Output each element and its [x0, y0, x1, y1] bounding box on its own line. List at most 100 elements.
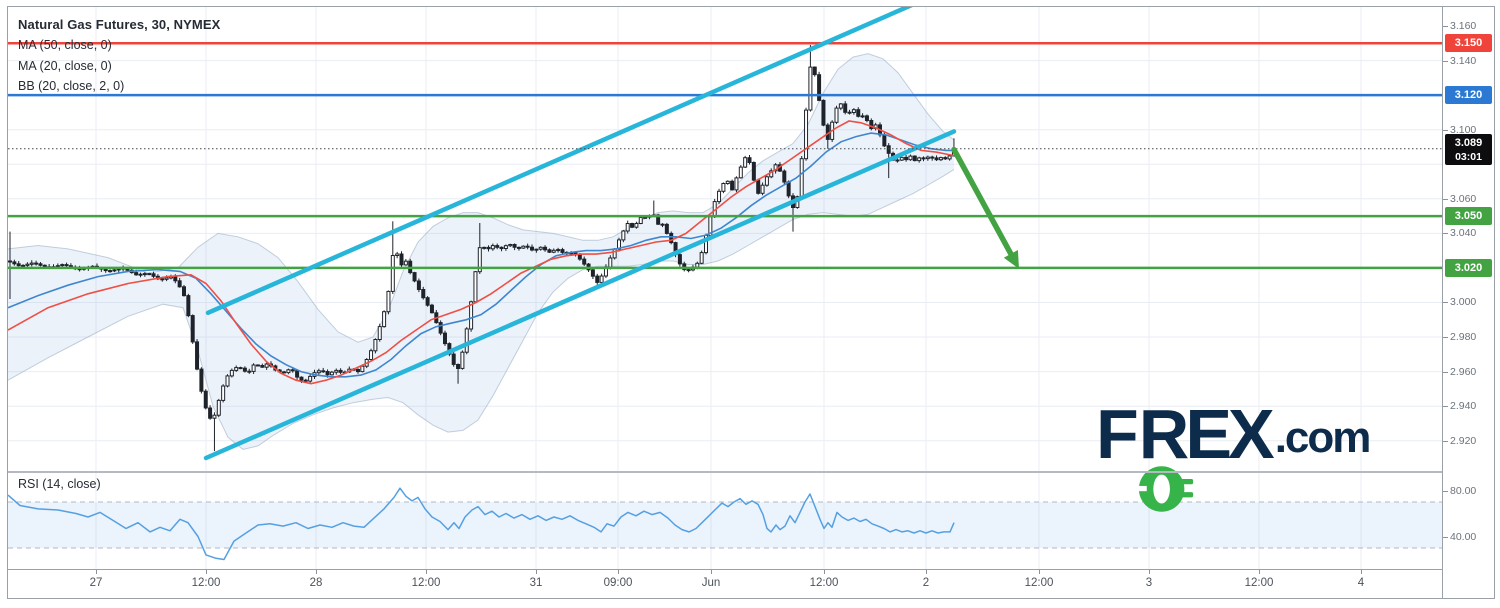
candle-up [360, 365, 365, 373]
candle-up [925, 156, 930, 160]
candle-up [216, 399, 221, 416]
candle-up [612, 248, 617, 259]
candle-up [838, 103, 843, 109]
candle-down [595, 275, 600, 283]
indicator-bb-label[interactable]: BB (20, close, 2, 0) [18, 79, 125, 93]
candle-down [486, 246, 491, 250]
candle-down [208, 407, 213, 419]
price-tick [1443, 372, 1448, 373]
logo-text-com: .com [1274, 413, 1372, 462]
rsi-pane[interactable] [8, 473, 1442, 569]
bar-countdown: 03:01 [1455, 151, 1482, 163]
price-axis-label: 2.920 [1450, 435, 1477, 447]
indicator-ma50-label[interactable]: MA (50, close, 0) [18, 38, 112, 52]
candle-down [325, 371, 330, 376]
time-axis-label: 31 [529, 577, 543, 589]
logo-text-rex: REX [1138, 395, 1275, 473]
candle-down [190, 315, 195, 343]
candle-down [321, 370, 326, 373]
candle-down [451, 353, 456, 365]
candle-up [621, 230, 626, 241]
candle-up [534, 248, 539, 251]
candle-down [42, 264, 47, 268]
pane-separator[interactable] [8, 471, 1494, 473]
candle-down [290, 369, 295, 372]
price-badge-3.150: 3.150 [1445, 34, 1492, 52]
candle-up [60, 264, 65, 267]
candle-down [103, 268, 108, 272]
time-axis-label: 09:00 [603, 577, 633, 589]
arrow-head[interactable] [1003, 250, 1019, 269]
candle-down [543, 246, 548, 251]
candle-down [821, 99, 826, 126]
candle-down [516, 246, 521, 249]
price-tick [1443, 337, 1448, 338]
forex-logo: F REX .com [1096, 395, 1372, 512]
candle-down [338, 369, 343, 373]
candle-down [864, 115, 869, 122]
price-tick [1443, 406, 1448, 407]
candle-down [590, 269, 595, 277]
time-tick [426, 570, 427, 574]
candle-up [503, 245, 508, 249]
candle-down [786, 181, 791, 197]
time-axis[interactable]: 27 12:00 28 12:00 31 09:00 Jun 12:00 2 12:00 3 12:0… [8, 569, 1494, 598]
candle-up [743, 157, 748, 168]
price-tick [1443, 441, 1448, 442]
price-axis-label: 3.000 [1450, 296, 1477, 308]
candle-down [747, 157, 752, 163]
candle-down [421, 289, 426, 299]
candle-up [947, 155, 952, 160]
candle-down [399, 253, 404, 266]
candle-down [525, 245, 530, 248]
time-axis-label: 4 [1357, 577, 1365, 589]
candle-up [764, 176, 769, 186]
price-tick [1443, 233, 1448, 234]
time-axis-label: Jun [701, 577, 721, 589]
candle-up [521, 245, 526, 249]
candle-down [443, 332, 447, 345]
time-axis-label: 12:00 [191, 577, 221, 589]
price-axis-label: 2.940 [1450, 400, 1477, 412]
rsi-tick [1443, 491, 1448, 492]
candle-down [160, 278, 165, 281]
candle-down [756, 179, 761, 194]
price-axis[interactable]: 3.160 3.140 3.100 3.060 3.040 3.000 2.980 2.960… [1442, 7, 1494, 598]
candle-down [260, 365, 265, 368]
candle-up [21, 264, 26, 267]
indicator-ma20-label[interactable]: MA (20, close, 0) [18, 58, 112, 73]
candle-up [212, 414, 217, 419]
candle-down [199, 368, 204, 392]
price-tick [1443, 26, 1448, 27]
rsi-axis-label: 40.00 [1450, 531, 1477, 543]
symbol-title[interactable]: Natural Gas Futures, 30, NYMEX [18, 17, 221, 32]
time-tick [1039, 570, 1040, 574]
trendline-channel-upper[interactable] [205, 7, 931, 316]
candle-down [547, 249, 552, 253]
candle-down [456, 364, 461, 369]
candle-up [738, 166, 743, 179]
candle-down [882, 134, 887, 147]
legend: Natural Gas Futures, 30, NYMEX MA (50, c… [18, 14, 220, 97]
candle-up [556, 249, 561, 252]
candle-down [664, 223, 669, 234]
candle-down [660, 223, 665, 226]
price-pane[interactable] [8, 7, 1442, 471]
projection-arrow[interactable] [951, 146, 1019, 269]
candle-up [599, 275, 604, 283]
time-tick [206, 570, 207, 574]
candle-down [255, 364, 260, 367]
candle-down [530, 246, 534, 251]
candle-up [808, 66, 813, 111]
candle-up [625, 223, 630, 232]
rsi-indicator-label[interactable]: RSI (14, close) [18, 477, 101, 491]
time-tick [316, 570, 317, 574]
candle-up [229, 369, 234, 377]
trendline-channel-lower[interactable] [203, 129, 957, 461]
candle-up [908, 155, 913, 161]
candle-down [356, 369, 360, 373]
arrow-shaft[interactable] [951, 146, 1017, 262]
candle-down [16, 263, 21, 267]
candle-down [817, 74, 822, 101]
candle-down [886, 145, 891, 154]
